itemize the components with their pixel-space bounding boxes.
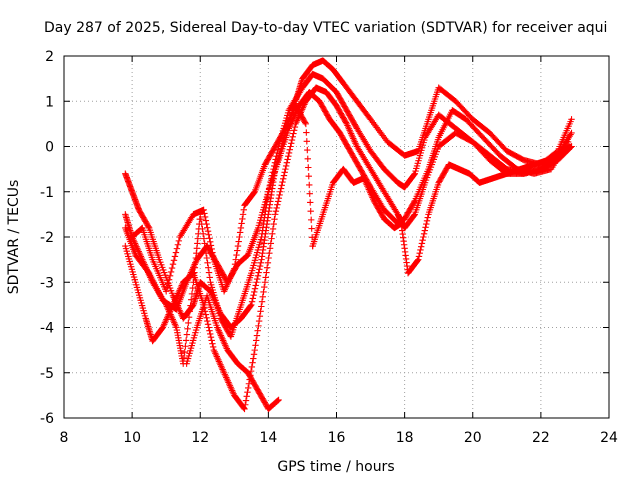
y-tick-label: 2 [45, 49, 54, 65]
data-point-markers [128, 102, 316, 295]
x-axis-label: GPS time / hours [277, 459, 394, 475]
x-tick-label: 12 [191, 430, 209, 446]
y-tick-label: 0 [45, 140, 54, 156]
data-marks [122, 57, 575, 413]
x-tick-label: 14 [259, 430, 277, 446]
data-point-markers [122, 89, 572, 313]
x-tick-label: 18 [396, 430, 414, 446]
series-track-5 [128, 102, 316, 295]
x-tick-label: 22 [532, 430, 550, 446]
axis-ticks [63, 55, 610, 419]
y-tick-label: -2 [40, 230, 54, 246]
y-tick-label: 1 [45, 94, 54, 110]
data-point-markers [183, 292, 282, 413]
y-tick-label: -3 [40, 275, 54, 291]
series-track-4 [122, 89, 572, 313]
x-tick-label: 24 [600, 430, 618, 446]
y-tick-label: -6 [40, 411, 54, 427]
x-tick-label: 20 [464, 430, 482, 446]
series-track-6 [309, 143, 575, 277]
series-track-7 [183, 292, 282, 413]
y-tick-label: -1 [40, 185, 54, 201]
y-tick-label: -5 [40, 366, 54, 382]
grid [64, 56, 609, 418]
x-tick-label: 16 [328, 430, 346, 446]
y-axis-label: SDTVAR / TECUs [6, 180, 22, 295]
series-track-3 [122, 84, 575, 413]
y-tick-label: -4 [40, 321, 54, 337]
data-point-markers [309, 143, 575, 277]
series-track-1 [122, 57, 575, 331]
data-point-markers [122, 84, 575, 413]
x-tick-label: 10 [123, 430, 141, 446]
x-tick-label: 8 [60, 430, 69, 446]
data-point-markers [122, 57, 575, 331]
chart-title: Day 287 of 2025, Sidereal Day-to-day VTE… [44, 20, 607, 36]
